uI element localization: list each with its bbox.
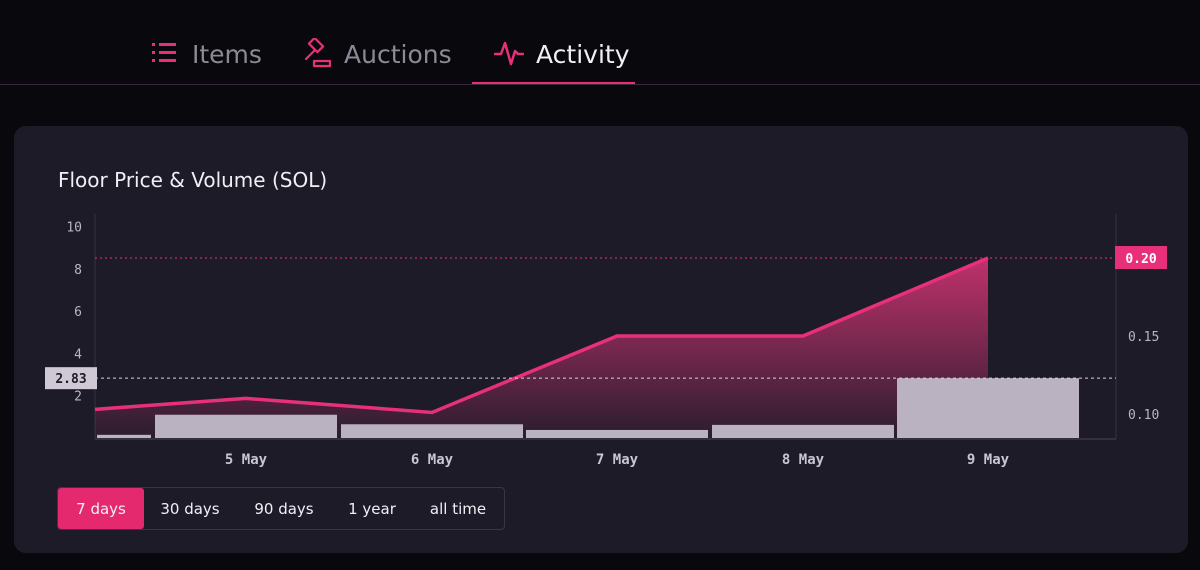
crosshair-price-value: 0.20 (1125, 252, 1156, 267)
chart-card: Floor Price & Volume (SOL) 2 4 6 8 10 0.10 0.… (14, 126, 1188, 553)
crosshair-volume-value: 2.83 (55, 372, 86, 387)
left-axis-tick-label: 2 (74, 390, 82, 405)
floor-price-area (95, 258, 988, 438)
x-axis-tick-label: 5 May (225, 452, 268, 468)
volume-bar-7-may (526, 429, 708, 438)
tab-items[interactable]: Items (150, 28, 262, 84)
left-axis-tick-label: 8 (74, 263, 82, 278)
volume-bar-8-may (712, 424, 894, 438)
range-7-days-button[interactable]: 7 days (58, 488, 144, 529)
crosshair-volume-badge (45, 367, 97, 390)
crosshair-price-badge (1115, 246, 1167, 269)
price-volume-chart[interactable]: 2 4 6 8 10 0.10 0.15 5 May 6 May 7 May 8 May 9 Ma… (14, 126, 1188, 553)
left-axis-tick-label: 10 (66, 221, 82, 236)
volume-bar-4-may (97, 434, 151, 438)
time-range-selector: 7 days 30 days 90 days 1 year all time (57, 487, 505, 530)
x-axis-tick-label: 6 May (411, 452, 454, 468)
list-icon (152, 43, 176, 62)
x-axis-tick-label: 8 May (782, 452, 825, 468)
right-axis-tick-label: 0.15 (1128, 330, 1159, 345)
gavel-icon (304, 38, 332, 68)
x-axis-tick-label: 9 May (967, 452, 1010, 468)
left-axis-tick-label: 6 (74, 305, 82, 320)
tab-auctions-label: Auctions (344, 40, 452, 69)
chart-title: Floor Price & Volume (SOL) (58, 168, 328, 192)
left-axis-tick-label: 4 (74, 347, 82, 362)
volume-bar-6-may (341, 424, 523, 438)
tab-activity-label: Activity (536, 40, 630, 69)
volume-bar-5-may (155, 414, 337, 438)
range-all-time-button[interactable]: all time (429, 499, 487, 518)
volume-bar-9-may (897, 378, 1079, 438)
x-axis-tick-label: 7 May (596, 452, 639, 468)
range-30-days-button[interactable]: 30 days (160, 499, 220, 518)
tab-activity[interactable]: Activity (472, 28, 635, 85)
range-90-days-button[interactable]: 90 days (254, 499, 314, 518)
tab-bar: Items Auctions Activity (0, 0, 1200, 85)
tab-items-label: Items (192, 40, 262, 69)
tab-auctions[interactable]: Auctions (302, 28, 452, 84)
range-1-year-button[interactable]: 1 year (348, 499, 396, 518)
activity-pulse-icon (494, 41, 524, 66)
right-axis-tick-label: 0.10 (1128, 408, 1159, 423)
tab-divider (0, 84, 1200, 85)
floor-price-line (94, 256, 989, 415)
